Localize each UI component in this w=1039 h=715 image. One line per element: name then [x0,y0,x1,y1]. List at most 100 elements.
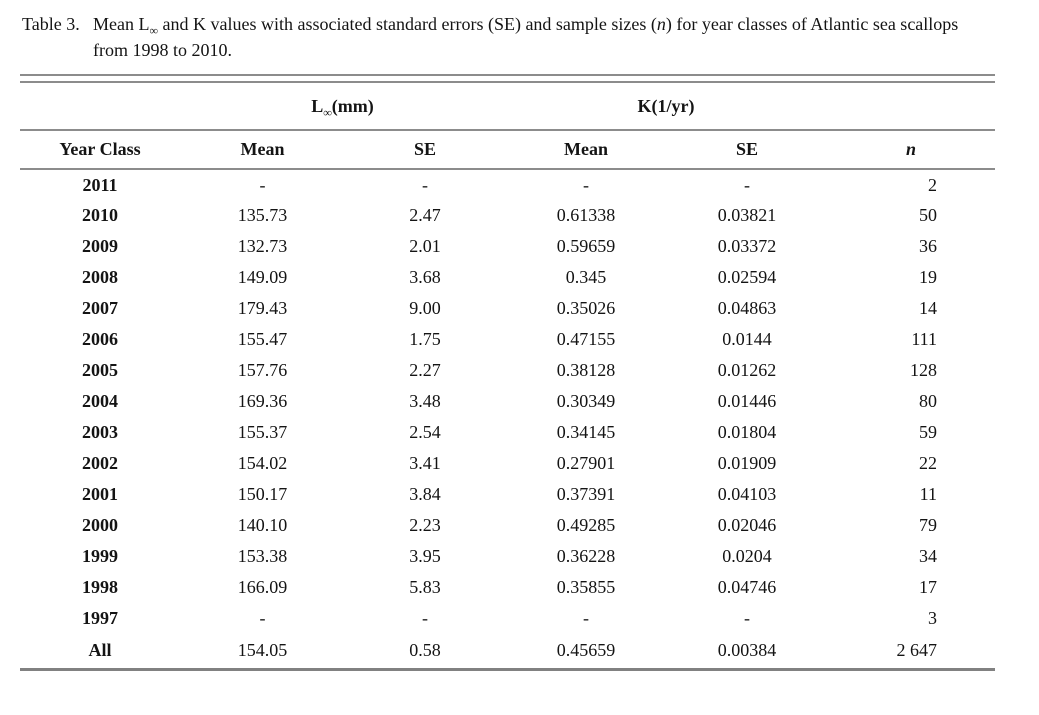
group-header-k: K(1/yr) [505,83,828,131]
sample-size-cell: 11 [919,484,938,504]
caption-line-2: from 1998 to 2010. [93,40,232,60]
value-cell: 3.95 [409,546,441,566]
value-cell: 0.04863 [717,298,777,318]
table-row: 2010 135.73 2.47 0.61338 0.03821 50 [20,200,995,231]
sample-size-cell: 3 [928,608,938,628]
value-cell: 0.47155 [556,329,616,349]
column-header-linf-mean: Mean [180,130,345,170]
value-cell: 0.59659 [556,236,616,256]
value-cell: 0.61338 [556,205,616,225]
group-header-linf: L∞(mm) [180,83,505,131]
group-header-row: L∞(mm) K(1/yr) [20,83,996,131]
value-cell: 0.03821 [717,205,777,225]
value-cell: 0.0204 [722,546,772,566]
value-cell: 2.47 [409,205,441,225]
value-cell: - [422,608,428,628]
year-class-cell: 2001 [82,484,118,504]
value-cell: - [744,608,750,628]
value-cell: 3.48 [409,391,441,411]
column-header-row: Year Class Mean SE Mean SE n [20,130,996,170]
year-class-cell: 1998 [82,577,118,597]
table-row: 2003 155.37 2.54 0.34145 0.01804 59 [20,417,995,448]
table-row: 2004 169.36 3.48 0.30349 0.01446 80 [20,386,995,417]
value-cell: 0.02594 [717,267,777,287]
value-cell: 2.01 [409,236,441,256]
value-cell: 0.30349 [556,391,616,411]
sample-size-cell: 59 [919,422,938,442]
caption-text-2: and K values with associated standard er… [158,14,657,34]
value-cell: 3.68 [409,267,441,287]
value-cell: 0.03372 [717,236,777,256]
value-cell: 0.01909 [717,453,777,473]
caption-text-3: ) for year classes of Atlantic sea scall… [665,14,959,34]
sample-size-cell: 17 [919,577,938,597]
year-class-cell: 2000 [82,515,118,535]
value-cell: 0.04746 [717,577,777,597]
value-cell: 169.36 [237,391,288,411]
year-class-cell: 1999 [82,546,118,566]
sample-size-cell: 111 [911,329,938,349]
value-cell: 3.84 [409,484,441,504]
year-class-cell: 2011 [82,174,118,195]
sample-size-cell: 22 [919,453,938,473]
table-row: 2005 157.76 2.27 0.38128 0.01262 128 [20,355,995,386]
table-row: 2008 149.09 3.68 0.345 0.02594 19 [20,262,995,293]
value-cell: 0.36228 [556,546,616,566]
year-class-cell: All [88,640,112,661]
value-cell: 153.38 [237,546,288,566]
value-cell: 0.35855 [556,577,616,597]
value-cell: 155.37 [237,422,288,442]
results-table: L∞(mm) K(1/yr) Year Class Mean SE Mean S… [20,83,996,671]
year-class-cell: 2006 [82,329,118,349]
value-cell: 0.27901 [556,453,616,473]
column-header-k-se: SE [667,130,828,170]
year-class-cell: 2010 [82,205,118,225]
value-cell: - [583,608,589,628]
column-header-year-class: Year Class [20,130,180,170]
year-class-cell: 2007 [82,298,118,318]
caption-label: Table 3. [22,14,80,34]
value-cell: 0.58 [409,640,441,661]
value-cell: - [259,174,266,195]
value-cell: 0.49285 [556,515,616,535]
sample-size-cell: 2 647 [896,640,938,661]
value-cell: 149.09 [237,267,288,287]
table-row: 2002 154.02 3.41 0.27901 0.01909 22 [20,448,995,479]
value-cell: 2.54 [409,422,441,442]
table-row: 2000 140.10 2.23 0.49285 0.02046 79 [20,510,995,541]
sample-size-cell: 19 [919,267,938,287]
value-cell: 5.83 [409,577,441,597]
year-class-cell: 2003 [82,422,118,442]
table-row: All 154.05 0.58 0.45659 0.00384 2 647 [20,634,995,669]
value-cell: 0.34145 [556,422,616,442]
value-cell: - [583,174,589,195]
table-caption: Table 3. Mean L∞ and K values with associ… [22,11,997,63]
value-cell: 154.05 [237,640,288,661]
value-cell: 1.75 [409,329,441,349]
year-class-cell: 2004 [82,391,118,411]
table-row: 2009 132.73 2.01 0.59659 0.03372 36 [20,231,995,262]
column-header-n: n [827,130,996,170]
table-row: 2007 179.43 9.00 0.35026 0.04863 14 [20,293,995,324]
sample-size-cell: 14 [919,298,938,318]
value-cell: 157.76 [237,360,288,380]
year-class-cell: 2005 [82,360,118,380]
sample-size-cell: 34 [919,546,938,566]
group-header-empty-right [827,83,996,131]
value-cell: 0.35026 [556,298,616,318]
group-header-empty-left [20,83,180,131]
year-class-cell: 1997 [82,608,118,628]
value-cell: 166.09 [237,577,288,597]
sample-size-cell: 80 [919,391,938,411]
value-cell: 0.38128 [556,360,616,380]
table-row: 1998 166.09 5.83 0.35855 0.04746 17 [20,572,995,603]
sample-size-cell: 128 [910,360,938,380]
sample-size-cell: 36 [919,236,938,256]
value-cell: 179.43 [237,298,288,318]
infinity-subscript: ∞ [323,105,332,120]
caption-text-1: Mean L [93,14,150,34]
year-class-cell: 2002 [82,453,118,473]
table-row: 2011 - - - - 2 [20,169,995,200]
table-row: 1999 153.38 3.95 0.36228 0.0204 34 [20,541,995,572]
value-cell: 0.0144 [722,329,772,349]
